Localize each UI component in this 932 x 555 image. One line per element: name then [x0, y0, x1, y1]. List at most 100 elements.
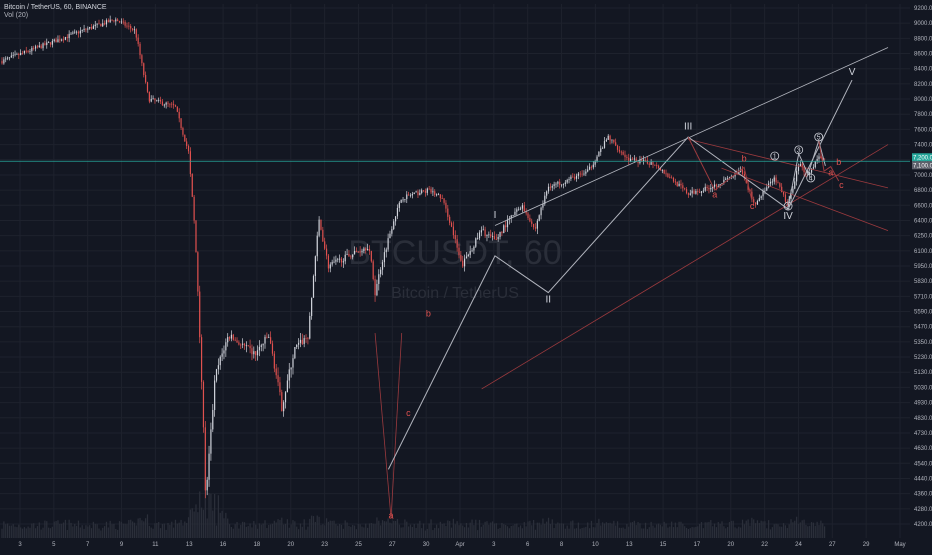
- volume-bar: [42, 527, 44, 538]
- candle-body: [240, 344, 242, 346]
- candle-body: [523, 205, 525, 212]
- volume-bar: [719, 523, 721, 538]
- y-tick-label: 5950.00: [914, 264, 932, 270]
- y-tick-label: 5830.00: [914, 279, 932, 285]
- corrective-wave-path[interactable]: [687, 136, 753, 202]
- circled-wave-marker: [770, 151, 780, 161]
- volume-bar: [672, 527, 675, 538]
- volume-bar: [689, 528, 691, 538]
- volume-bar: [290, 524, 292, 538]
- volume-bar: [20, 527, 22, 538]
- circled-wave-label: 5: [817, 135, 821, 142]
- volume-bar: [61, 523, 63, 538]
- candle-body: [497, 236, 499, 240]
- x-tick-label: 3: [492, 542, 496, 548]
- impulse-wave-path[interactable]: [387, 79, 853, 470]
- candle-body: [394, 216, 397, 222]
- candle-body: [493, 236, 496, 240]
- candle-body: [428, 188, 430, 190]
- candle-body: [189, 151, 191, 174]
- volume-bar: [221, 510, 223, 538]
- channel-line[interactable]: [494, 47, 889, 226]
- volume-bar: [717, 522, 719, 538]
- candle-body: [109, 19, 111, 23]
- candle-body: [514, 211, 516, 216]
- volume-bar: [564, 528, 566, 538]
- candle-body: [130, 26, 132, 29]
- volume-bar: [665, 523, 667, 538]
- candle-body: [374, 279, 376, 296]
- price-tag: [912, 161, 932, 170]
- circled-wave-marker: [806, 173, 816, 183]
- candle-body: [531, 221, 533, 224]
- volume-bar: [381, 520, 384, 538]
- volume-bar: [227, 518, 229, 538]
- candle-body: [646, 160, 648, 164]
- volume-bar: [609, 522, 611, 538]
- candle-body: [544, 195, 546, 205]
- channel-line[interactable]: [688, 138, 889, 189]
- candle-body: [273, 353, 275, 369]
- candle-body: [212, 409, 214, 430]
- volume-bar: [400, 527, 402, 538]
- y-tick-label: 6100.00: [914, 249, 932, 255]
- volume-bar: [745, 520, 747, 538]
- channel-line[interactable]: [481, 144, 889, 390]
- candle-body: [648, 163, 650, 165]
- candle-body: [102, 23, 104, 27]
- candle-body: [159, 99, 162, 102]
- channel-line[interactable]: [390, 333, 403, 519]
- subwave-path[interactable]: [787, 139, 826, 207]
- volume-bar: [145, 518, 147, 538]
- volume-bar: [816, 521, 818, 538]
- volume-bar: [81, 525, 83, 538]
- time-axis[interactable]: 3 5 7 9 11 13 16 18 20 23 25 27 30 Apr 3 6 8 10 13 15 17 20 22…: [18, 542, 905, 548]
- candle-body: [124, 21, 126, 26]
- volume-bar: [408, 526, 410, 538]
- volume-bar: [44, 520, 46, 538]
- volume-bar: [383, 521, 385, 538]
- candle-body: [25, 50, 27, 52]
- candle-body: [547, 186, 550, 192]
- volume-bar: [663, 521, 665, 538]
- volume-bar: [202, 509, 205, 538]
- volume-bar: [376, 517, 378, 538]
- volume-bar: [303, 519, 305, 538]
- candle-body: [823, 158, 826, 160]
- candle-body: [329, 264, 331, 269]
- candle-body: [538, 215, 540, 221]
- volume-bar: [340, 524, 343, 538]
- volume-bar: [150, 527, 152, 538]
- volume-bar: [10, 525, 12, 538]
- elliott-wave-lines: [0, 47, 910, 519]
- volume-bar: [635, 525, 637, 538]
- volume-bar: [622, 527, 624, 538]
- price-axis[interactable]: 9200.00 9000.00 8800.00 8600.00 8400.00 8200.…: [912, 6, 932, 528]
- candle-body: [184, 134, 186, 142]
- candle-body: [74, 31, 76, 33]
- candle-body: [706, 186, 708, 189]
- candle-body: [624, 154, 626, 158]
- wave-label: b: [426, 309, 431, 319]
- abc-correction-path[interactable]: [818, 140, 840, 182]
- candle-body: [391, 229, 393, 234]
- volume-bar: [740, 527, 742, 538]
- candle-body: [488, 234, 490, 236]
- volume-bar: [87, 526, 89, 538]
- volume-bar: [126, 524, 128, 538]
- candle-body: [286, 380, 288, 393]
- candle-body: [458, 247, 460, 256]
- channel-line[interactable]: [374, 332, 392, 519]
- volume-bar: [812, 522, 815, 538]
- x-tick-label: 3: [18, 542, 22, 548]
- y-tick-label: 6800.00: [914, 188, 932, 194]
- candle-body: [762, 190, 764, 197]
- candle-body: [477, 238, 479, 240]
- volume-bar: [499, 527, 501, 538]
- channel-line[interactable]: [721, 167, 889, 231]
- volume-bar: [124, 523, 126, 538]
- volume-bar: [137, 518, 139, 538]
- volume-bar: [1, 528, 3, 538]
